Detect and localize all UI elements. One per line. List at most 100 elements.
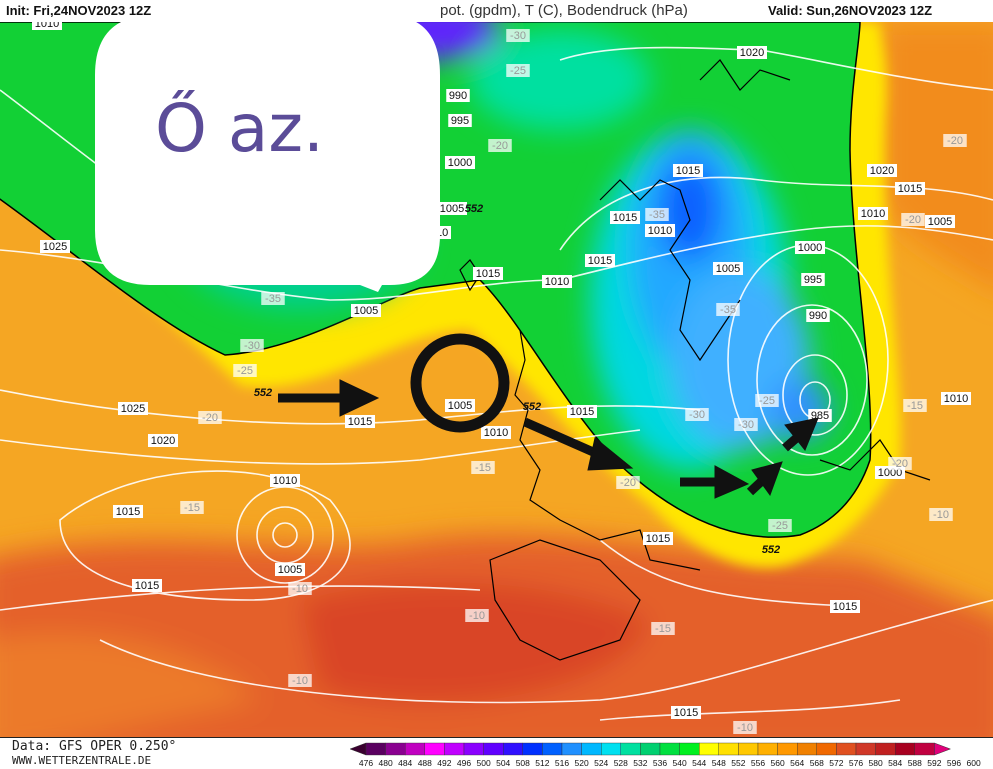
legend-color-cell [659,742,680,756]
temperature-label: -20 [892,458,908,470]
isobar-label: 1015 [676,165,700,177]
temperature-label: -30 [689,409,705,421]
isobar-label-box [567,405,597,418]
legend-value: 536 [653,758,667,768]
legend-color-cell [581,742,602,756]
temperature-label-box [288,582,312,595]
isobar-label: 1020 [870,165,894,177]
legend-value: 540 [673,758,687,768]
legend-value: 584 [888,758,902,768]
legend-color-cell [385,742,406,756]
temperature-label: -20 [202,412,218,424]
highlight-circle [410,333,510,433]
isobar-label-box [473,267,503,280]
isobar-label-box [713,262,743,275]
arrows [278,379,819,499]
isobar-label: 1015 [135,580,159,592]
isobar-label: 990 [809,310,827,322]
legend-value: 592 [927,758,941,768]
isobar-label: 1015 [476,268,500,280]
isobar-label: 1015 [588,255,612,267]
temperature-label-box [471,461,495,474]
legend-value: 580 [869,758,883,768]
isobar-label-box [643,532,673,545]
legend-value: 588 [908,758,922,768]
legend-color-cell [875,742,896,756]
isobar-label: 1005 [448,400,472,412]
legend-color-cell [365,742,386,756]
isobar-label: 1010 [545,276,569,288]
init-time: Init: Fri,24NOV2023 12Z [6,3,152,18]
temperature-label: -35 [649,209,665,221]
isobar-label: 1010 [484,427,508,439]
isobar-label: 1015 [613,212,637,224]
contour-552-label: 552 [465,203,483,215]
legend-value: 492 [437,758,451,768]
isobar-label: 1015 [898,183,922,195]
isobar-label-box [118,402,148,415]
temperature-label-box [240,339,264,352]
temperature-label-box [888,457,912,470]
isobar-label: 1010 [648,225,672,237]
temperature-label-box [616,476,640,489]
isobar-label: 1010 [861,208,885,220]
isobar-label: 1015 [674,707,698,719]
isobar-label-box [895,182,925,195]
map-header: Init: Fri,24NOV2023 12Z pot. (gpdm), T (… [0,0,993,22]
legend-color-cell [483,742,504,756]
isobar-label-box [737,46,767,59]
legend-value: 508 [516,758,530,768]
legend-value: 548 [712,758,726,768]
isobar-label-box [806,309,830,322]
arrow-head-icon [339,379,380,417]
isobar-label-box [345,415,375,428]
temperature-label-box [198,411,222,424]
temperature-label-box [943,134,967,147]
isobar-label-box [270,474,300,487]
temperature-label: -10 [292,583,308,595]
temperature-label: -10 [292,675,308,687]
legend-value: 576 [849,758,863,768]
temperature-label-box [506,29,530,42]
isobar-label-box [148,434,178,447]
legend-value: 520 [575,758,589,768]
temperature-label: -20 [905,214,921,226]
temperature-label: -35 [265,293,281,305]
legend-value: 500 [477,758,491,768]
isobar-label: 1015 [646,533,670,545]
arrow-head-icon [714,465,750,499]
isobar-label: 1005 [928,216,952,228]
isobar-label-box [867,164,897,177]
legend-value: 560 [771,758,785,768]
legend-color-cell [855,742,876,756]
contour-552-label: 552 [523,401,541,413]
temperature-label: -25 [237,365,253,377]
temperature-label-box [233,364,257,377]
isobar-label-box [132,579,162,592]
isobar-label-box [448,114,472,127]
temperature-label: -20 [947,135,963,147]
isobar-label: 1005 [440,203,464,215]
temperature-label-box [488,139,512,152]
isobar-label: 1020 [740,47,764,59]
legend-value: 516 [555,758,569,768]
isobar-label: 1020 [151,435,175,447]
legend-color-cell [718,742,739,756]
isobar-label: 1015 [116,506,140,518]
legend-color-cell [797,742,818,756]
legend-value: 496 [457,758,471,768]
legend-color-cell [600,742,621,756]
isobar-label-box [437,202,467,215]
legend-color-cell [502,742,523,756]
isobar-label: 1010 [944,393,968,405]
legend-color-cell [405,742,426,756]
temperature-label-box [733,721,757,734]
temperature-label-box [506,64,530,77]
legend-color-cell [424,742,445,756]
temperature-label: -15 [907,400,923,412]
legend-color-cell [914,742,935,756]
temperature-label-box [716,303,740,316]
temperature-label-box [651,622,675,635]
legend-value: 596 [947,758,961,768]
legend-value: 480 [379,758,393,768]
